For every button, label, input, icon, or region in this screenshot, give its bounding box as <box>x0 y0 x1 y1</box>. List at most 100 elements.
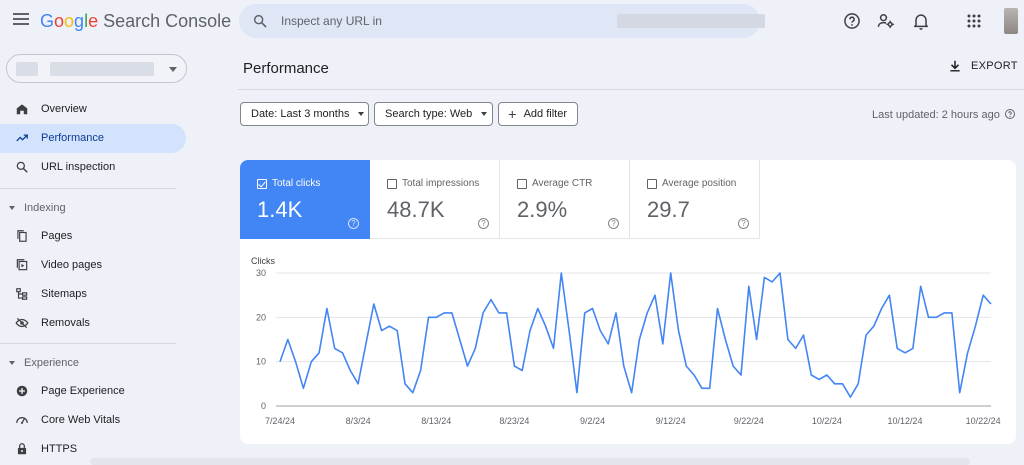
sidebar-item-https[interactable]: HTTPS <box>0 435 186 464</box>
export-label: EXPORT <box>971 60 1018 72</box>
export-button[interactable]: EXPORT <box>948 59 1018 73</box>
help-icon[interactable]: ? <box>478 218 489 229</box>
sidebar-item-url-inspection[interactable]: URL inspection <box>0 153 186 182</box>
add-filter-button[interactable]: Add filter <box>498 102 578 126</box>
sidebar-item-page-experience[interactable]: Page Experience <box>0 377 186 406</box>
metric-header: Total impressions <box>387 178 479 189</box>
logo-letter: o <box>64 11 75 31</box>
clicks-series-line <box>279 272 992 398</box>
chip-label: Search type: Web <box>385 108 473 120</box>
sidebar-item-removals[interactable]: Removals <box>0 309 186 338</box>
sidebar-item-core-web-vitals[interactable]: Core Web Vitals <box>0 406 186 435</box>
x-tick-label: 10/2/24 <box>812 416 842 426</box>
sidebar-item-label: Pages <box>41 230 73 242</box>
speed-gauge-icon <box>16 417 28 424</box>
sidebar-item-label: Sitemaps <box>41 288 87 300</box>
top-app-bar: Google Search Console <box>0 0 1024 44</box>
app-logo[interactable]: Google Search Console <box>40 11 231 32</box>
sidebar-item-pages[interactable]: Pages <box>0 222 186 251</box>
clicks-line-chart: Clicks 0 10 20 30 7/24/24 8/3/24 8/13/24 8/23/24… <box>251 256 1001 426</box>
y-tick-label: 0 <box>261 401 266 411</box>
horizontal-scroll-shadow <box>90 458 970 465</box>
metric-value: 1.4K <box>257 197 303 222</box>
search-icon <box>16 161 28 173</box>
chevron-down-icon <box>169 67 177 72</box>
sidebar-divider <box>0 188 176 189</box>
metric-header: Average position <box>647 178 736 189</box>
sidebar-item-video-pages[interactable]: Video pages <box>0 251 186 280</box>
last-updated-text: Last updated: 2 hours ago <box>872 109 1000 121</box>
x-tick-label: 8/3/24 <box>346 416 371 426</box>
checkbox-icon[interactable] <box>517 178 527 189</box>
y-tick-label: 30 <box>256 268 266 278</box>
account-avatar[interactable] <box>1004 8 1018 34</box>
video-pages-icon <box>16 259 28 271</box>
x-tick-label: 9/22/24 <box>734 416 764 426</box>
removals-icon <box>15 317 29 329</box>
home-icon <box>16 104 28 115</box>
help-icon[interactable]: ? <box>738 218 749 229</box>
help-icon[interactable] <box>1004 108 1016 120</box>
property-selector[interactable] <box>6 54 187 83</box>
sidebar-item-performance[interactable]: Performance <box>0 124 186 153</box>
help-icon[interactable]: ? <box>348 218 359 229</box>
metric-label: Total clicks <box>272 178 321 189</box>
date-filter-chip[interactable]: Date: Last 3 months <box>240 102 369 126</box>
property-favicon <box>16 62 38 76</box>
sidebar-item-sitemaps[interactable]: Sitemaps <box>0 280 186 309</box>
x-tick-label: 7/24/24 <box>265 416 295 426</box>
notifications-icon[interactable] <box>911 11 931 31</box>
add-icon <box>508 110 516 118</box>
sidebar-item-label: Performance <box>41 132 104 144</box>
logo-letter: G <box>40 11 55 31</box>
metric-total-impressions[interactable]: Total impressions 48.7K ? <box>370 160 500 239</box>
checkbox-icon[interactable] <box>647 178 657 189</box>
search-icon <box>253 14 267 28</box>
page-title: Performance <box>243 60 329 77</box>
help-icon[interactable]: ? <box>608 218 619 229</box>
lock-icon <box>17 443 27 455</box>
sidebar-section-indexing[interactable]: Indexing <box>9 202 66 214</box>
metric-header: Average CTR <box>517 178 592 189</box>
apps-grid-icon[interactable] <box>964 11 984 31</box>
manage-users-icon[interactable] <box>876 11 896 31</box>
sidebar-item-overview[interactable]: Overview <box>0 95 186 124</box>
sidebar-item-label: URL inspection <box>41 161 116 173</box>
trending-up-icon <box>16 134 28 142</box>
sidebar-item-label: Video pages <box>41 259 102 271</box>
chip-label: Add filter <box>523 108 567 120</box>
search-type-filter-chip[interactable]: Search type: Web <box>374 102 493 126</box>
dropdown-arrow-icon <box>358 112 365 116</box>
header-divider <box>238 89 1024 90</box>
page-experience-icon <box>16 385 28 397</box>
sidebar-section-experience[interactable]: Experience <box>9 357 79 369</box>
url-inspect-search[interactable] <box>239 4 765 38</box>
chevron-down-icon <box>9 206 15 210</box>
section-label: Indexing <box>24 202 66 214</box>
metric-label: Average position <box>662 178 737 189</box>
metric-average-ctr[interactable]: Average CTR 2.9% ? <box>500 160 630 239</box>
help-icon[interactable] <box>842 11 862 31</box>
pages-icon <box>17 230 27 242</box>
checkbox-checked-icon[interactable] <box>257 178 267 189</box>
last-updated-status: Last updated: 2 hours ago <box>872 108 1016 121</box>
menu-icon[interactable] <box>13 13 29 27</box>
logo-letter: o <box>54 11 65 31</box>
checkbox-icon[interactable] <box>387 178 397 189</box>
performance-card: Total clicks 1.4K ? Total impressions 48… <box>240 160 1016 444</box>
redacted-property-label <box>50 62 154 76</box>
x-tick-label: 9/2/24 <box>580 416 605 426</box>
chip-label: Date: Last 3 months <box>251 108 350 120</box>
y-tick-label: 20 <box>256 312 266 322</box>
metric-total-clicks[interactable]: Total clicks 1.4K ? <box>240 160 370 239</box>
redacted-property-name <box>617 14 765 28</box>
search-input[interactable] <box>281 11 581 31</box>
x-tick-label: 10/12/24 <box>888 416 923 426</box>
google-wordmark: Google <box>40 11 98 31</box>
metric-average-position[interactable]: Average position 29.7 ? <box>630 160 760 239</box>
x-tick-label: 8/23/24 <box>499 416 529 426</box>
sidebar-item-label: Removals <box>41 317 90 329</box>
metric-label: Total impressions <box>402 178 480 189</box>
logo-letter: g <box>74 11 85 31</box>
x-tick-label: 9/12/24 <box>656 416 686 426</box>
